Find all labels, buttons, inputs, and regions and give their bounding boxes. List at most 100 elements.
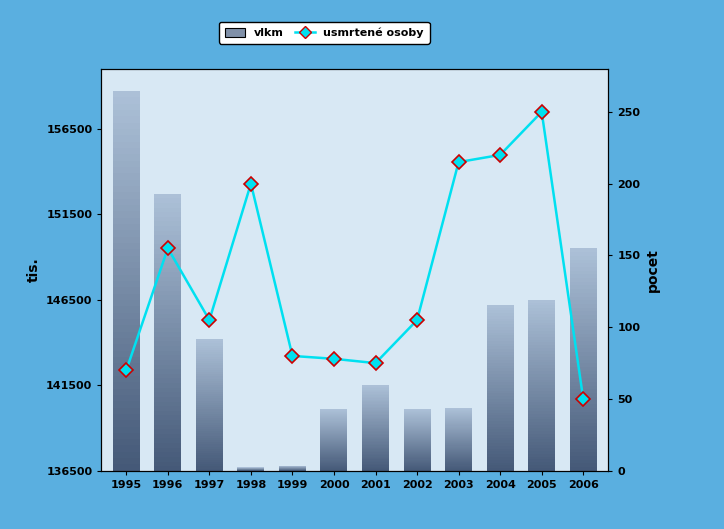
Bar xyxy=(570,375,597,378)
Bar xyxy=(487,385,513,388)
Bar xyxy=(321,437,348,438)
Bar xyxy=(445,417,472,418)
Bar xyxy=(445,455,472,456)
Bar xyxy=(113,256,140,262)
Bar xyxy=(529,380,555,382)
Bar xyxy=(196,440,223,442)
Bar xyxy=(529,388,555,391)
Bar xyxy=(445,430,472,431)
Bar xyxy=(362,403,389,404)
Bar xyxy=(154,342,181,346)
Bar xyxy=(570,415,597,419)
Bar xyxy=(362,422,389,424)
Bar xyxy=(154,397,181,402)
Bar xyxy=(529,442,555,445)
Bar xyxy=(570,437,597,441)
Bar xyxy=(570,338,597,341)
Bar xyxy=(154,305,181,309)
Bar xyxy=(154,439,181,443)
Bar xyxy=(362,464,389,465)
Bar xyxy=(321,453,348,454)
Bar xyxy=(570,323,597,326)
Bar xyxy=(403,432,431,433)
Bar xyxy=(362,425,389,426)
Bar xyxy=(403,424,431,425)
Bar xyxy=(196,458,223,460)
Bar xyxy=(196,416,223,418)
Bar xyxy=(321,454,348,455)
Bar xyxy=(196,359,223,361)
Bar xyxy=(321,462,348,463)
Bar xyxy=(362,394,389,395)
Bar xyxy=(529,374,555,377)
Bar xyxy=(403,439,431,440)
Bar xyxy=(487,371,513,374)
Bar xyxy=(196,381,223,383)
Bar xyxy=(362,467,389,468)
Bar xyxy=(321,444,348,445)
Bar xyxy=(570,363,597,367)
Bar xyxy=(445,451,472,452)
Bar xyxy=(196,383,223,385)
Bar xyxy=(196,343,223,345)
Bar xyxy=(321,425,348,426)
Bar xyxy=(445,468,472,469)
Bar xyxy=(113,116,140,123)
Bar xyxy=(196,464,223,467)
Bar xyxy=(570,404,597,408)
Bar xyxy=(362,405,389,407)
Bar xyxy=(570,463,597,467)
Bar xyxy=(321,463,348,464)
Bar xyxy=(321,449,348,450)
Bar xyxy=(529,422,555,425)
Bar xyxy=(362,407,389,408)
Bar xyxy=(445,446,472,448)
Bar xyxy=(529,391,555,394)
Bar xyxy=(403,467,431,468)
Bar xyxy=(529,303,555,305)
Bar xyxy=(321,409,348,411)
Bar xyxy=(445,421,472,422)
Bar xyxy=(154,318,181,323)
Bar xyxy=(362,448,389,450)
Bar xyxy=(154,286,181,290)
Bar xyxy=(445,450,472,451)
Bar xyxy=(487,330,513,333)
Bar xyxy=(445,457,472,458)
Bar xyxy=(196,442,223,444)
Bar xyxy=(113,464,140,471)
Bar xyxy=(403,468,431,469)
Bar xyxy=(196,462,223,464)
Bar xyxy=(362,450,389,451)
Bar xyxy=(196,396,223,398)
Bar xyxy=(321,461,348,462)
Bar xyxy=(570,289,597,293)
Bar xyxy=(403,434,431,435)
Bar xyxy=(362,415,389,417)
Bar xyxy=(445,422,472,423)
Bar xyxy=(529,425,555,428)
Bar xyxy=(529,337,555,340)
Bar xyxy=(570,275,597,278)
Bar xyxy=(113,198,140,205)
Bar xyxy=(154,323,181,327)
Bar xyxy=(154,194,181,198)
Bar xyxy=(321,442,348,443)
Bar xyxy=(487,410,513,413)
Bar xyxy=(529,371,555,374)
Bar xyxy=(196,372,223,374)
Bar xyxy=(445,442,472,443)
Bar xyxy=(362,465,389,467)
Bar xyxy=(196,345,223,348)
Bar xyxy=(445,407,472,408)
Bar xyxy=(487,388,513,390)
Bar xyxy=(529,468,555,471)
Bar xyxy=(196,455,223,458)
Bar xyxy=(362,431,389,432)
Bar xyxy=(321,466,348,467)
Bar xyxy=(570,278,597,282)
Bar xyxy=(154,448,181,452)
Bar xyxy=(403,447,431,448)
Bar xyxy=(362,409,389,411)
Bar xyxy=(362,438,389,440)
